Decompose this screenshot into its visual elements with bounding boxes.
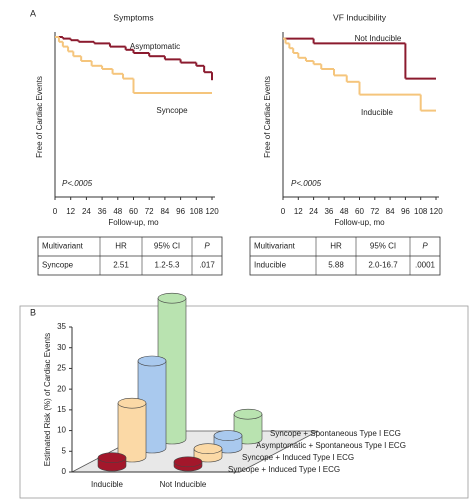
chart-title: Symptoms: [113, 12, 153, 22]
x-tick-label: 0: [53, 207, 58, 216]
panel-label: B: [30, 307, 36, 317]
cylinder-top: [193, 443, 223, 455]
x-tick-label: Inducible: [91, 480, 124, 489]
table-cell: 95% CI: [154, 242, 180, 251]
y-tick-label: 0: [62, 467, 67, 476]
panel-label: A: [30, 8, 36, 18]
x-tick-label: Not Inducible: [160, 480, 207, 489]
y-axis-label: Free of Cardiac Events: [35, 76, 44, 158]
legend-label: Syncope + Spontaneous Type I ECG: [270, 429, 401, 438]
table-cell: .017: [199, 261, 215, 270]
x-tick-label: 12: [66, 207, 75, 216]
table-cell: HR: [330, 242, 342, 251]
x-tick-label: 24: [309, 207, 318, 216]
table-cell: .0001: [415, 261, 436, 270]
x-tick-label: 60: [129, 207, 138, 216]
cylinder-top: [97, 452, 127, 464]
y-tick-label: 10: [57, 426, 66, 435]
series-label: Not Inducible: [355, 34, 402, 43]
x-tick-label: 48: [340, 207, 349, 216]
table-cell: 2.0-16.7: [368, 261, 398, 270]
cylinder-top: [137, 355, 167, 367]
cylinder: [117, 402, 147, 463]
x-tick-label: 108: [414, 207, 428, 216]
y-tick-label: 20: [57, 384, 66, 393]
x-tick-label: 36: [98, 207, 107, 216]
cylinder-top: [157, 292, 187, 304]
x-tick-label: 60: [355, 207, 364, 216]
x-tick-label: 108: [190, 207, 204, 216]
legend-label: Asymptomatic + Spontaneous Type I ECG: [256, 441, 406, 450]
x-tick-label: 0: [281, 207, 286, 216]
y-tick-label: 35: [57, 322, 66, 331]
cylinder-top: [173, 456, 203, 468]
table-cell: P: [422, 242, 428, 251]
x-tick-label: 24: [82, 207, 91, 216]
x-tick-label: 120: [205, 207, 219, 216]
table-cell: 2.51: [113, 261, 129, 270]
chart-title: VF Inducibility: [333, 12, 387, 22]
cylinder-top: [213, 430, 243, 441]
legend-label: Syncope + Induced Type I ECG: [228, 465, 340, 474]
x-tick-label: 96: [176, 207, 185, 216]
series-label: Asymptomatic: [130, 42, 180, 51]
table-cell: Multivariant: [254, 242, 296, 251]
legend-label: Syncope + Induced Type I ECG: [242, 453, 354, 462]
y-tick-label: 15: [57, 405, 66, 414]
annotation: P<.0005: [62, 179, 93, 188]
y-tick-label: 25: [57, 364, 66, 373]
table-cell: 1.2-5.3: [155, 261, 180, 270]
x-tick-label: 36: [324, 207, 333, 216]
table-cell: Multivariant: [42, 242, 84, 251]
table-cell: P: [204, 242, 210, 251]
x-tick-label: 72: [370, 207, 379, 216]
x-tick-label: 12: [294, 207, 303, 216]
table-cell: 95% CI: [370, 242, 396, 251]
panel-frame: [19, 305, 469, 499]
table-cell: Inducible: [254, 261, 287, 270]
table-cell: HR: [115, 242, 127, 251]
x-tick-label: 96: [401, 207, 410, 216]
y-tick-label: 5: [62, 446, 67, 455]
x-tick-label: 48: [113, 207, 122, 216]
y-axis-label: Free of Cardiac Events: [263, 76, 272, 158]
cylinder-top: [233, 408, 263, 420]
table-cell: 5.88: [328, 261, 344, 270]
cylinder-top: [117, 397, 147, 409]
x-tick-label: 84: [160, 207, 169, 216]
x-tick-label: 72: [145, 207, 154, 216]
x-axis-label: Follow-up, mo: [334, 218, 385, 227]
x-tick-label: 120: [429, 207, 443, 216]
table-cell: Syncope: [42, 261, 74, 270]
x-axis-label: Follow-up, mo: [108, 218, 159, 227]
x-tick-label: 84: [386, 207, 395, 216]
y-axis-label: Estimated Risk (%) of Cardiac Events: [43, 333, 52, 466]
annotation: P<.0005: [291, 179, 322, 188]
y-tick-label: 30: [57, 343, 66, 352]
series-label: Syncope: [156, 106, 188, 115]
series-label: Inducible: [361, 108, 394, 117]
